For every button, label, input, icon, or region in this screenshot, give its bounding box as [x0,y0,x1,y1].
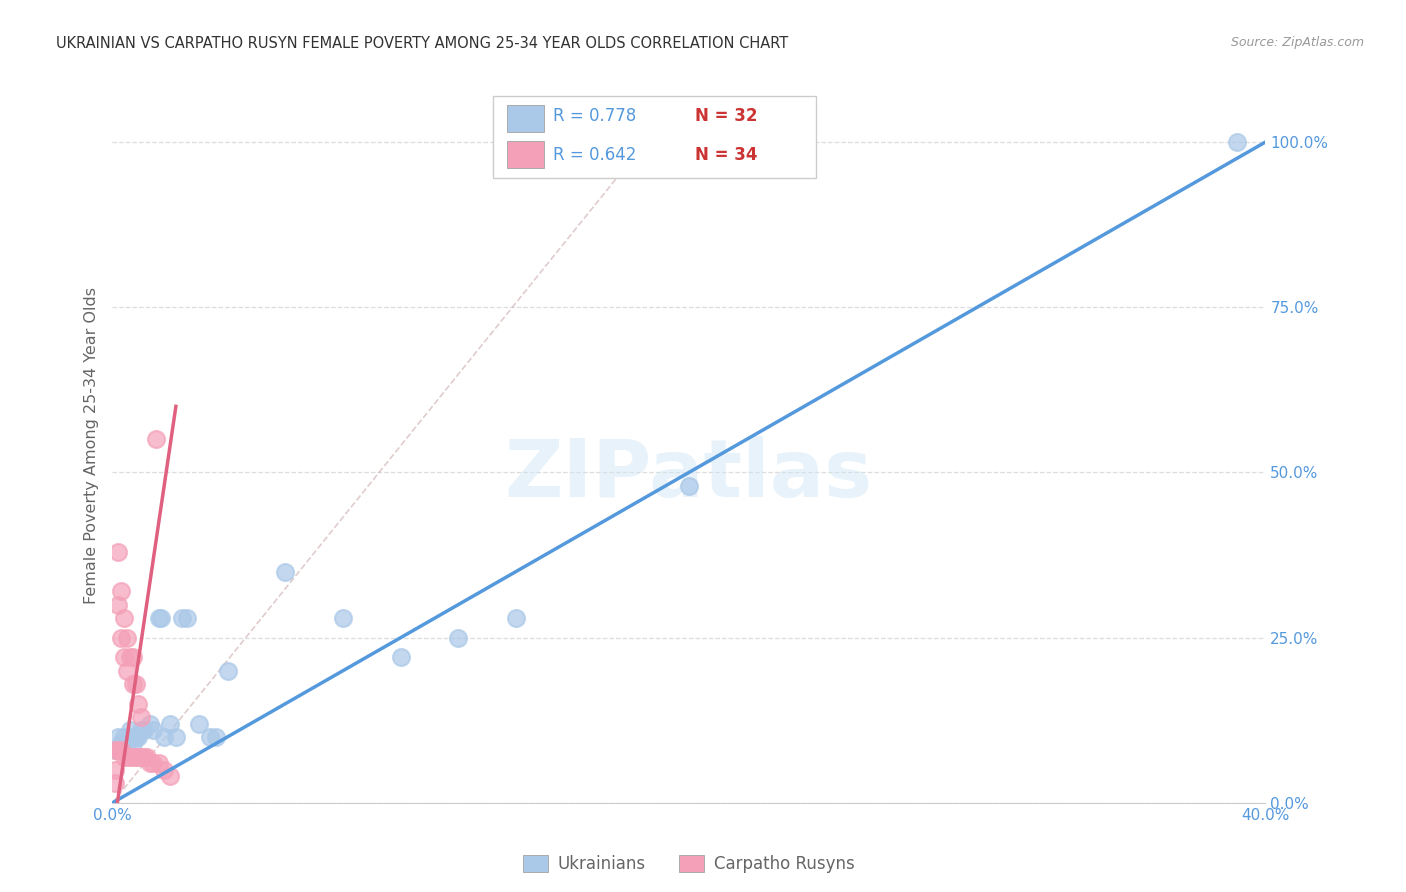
Point [136,749,159,764]
Point [159,769,181,783]
Text: N = 34: N = 34 [695,146,758,164]
Point [127,730,149,744]
Point [165,730,187,744]
Point [139,716,162,731]
Point [205,730,228,744]
Point [170,611,193,625]
Point [118,650,141,665]
Point [112,650,135,665]
Point [115,664,138,678]
Point [110,584,132,599]
Point [118,723,141,738]
Point [139,756,162,771]
Point [118,749,141,764]
Point [110,743,132,757]
Bar [506,141,544,168]
Point [148,611,170,625]
Point [217,664,239,678]
Point [1226,135,1249,149]
Point [110,736,132,750]
Y-axis label: Female Poverty Among 25-34 Year Olds: Female Poverty Among 25-34 Year Olds [83,287,98,605]
Point [176,611,198,625]
Point [447,631,470,645]
Text: R = 0.642: R = 0.642 [553,146,637,164]
Point [145,433,167,447]
Point [153,763,176,777]
Point [115,749,138,764]
Point [389,650,412,665]
Point [150,611,173,625]
Point [112,749,135,764]
Point [107,545,129,559]
Point [112,611,135,625]
Point [127,749,149,764]
Bar [506,105,544,132]
Point [134,723,156,738]
Point [104,743,127,757]
Point [129,723,153,738]
Point [134,749,156,764]
Point [505,611,527,625]
Point [153,730,176,744]
Text: ZIPatlas: ZIPatlas [505,435,873,514]
Text: N = 32: N = 32 [695,107,758,125]
Point [110,631,132,645]
Point [118,730,141,744]
Point [124,749,146,764]
Point [107,730,129,744]
Point [332,611,354,625]
Point [121,677,143,691]
Point [142,723,165,738]
Point [107,743,129,757]
Point [274,565,297,579]
Point [104,776,127,790]
Point [188,716,211,731]
Point [129,710,153,724]
Point [124,677,146,691]
Point [115,631,138,645]
Point [159,716,181,731]
Point [678,478,700,492]
Point [148,756,170,771]
Point [112,730,135,744]
Point [121,650,143,665]
Text: Source: ZipAtlas.com: Source: ZipAtlas.com [1230,36,1364,49]
Legend: Ukrainians, Carpatho Rusyns: Ukrainians, Carpatho Rusyns [516,848,862,880]
Point [129,749,153,764]
Point [121,749,143,764]
Point [127,697,149,711]
Point [104,763,127,777]
Point [142,756,165,771]
FancyBboxPatch shape [494,96,815,178]
Point [115,736,138,750]
Point [104,743,127,757]
Point [107,598,129,612]
Text: R = 0.778: R = 0.778 [553,107,636,125]
Text: UKRAINIAN VS CARPATHO RUSYN FEMALE POVERTY AMONG 25-34 YEAR OLDS CORRELATION CHA: UKRAINIAN VS CARPATHO RUSYN FEMALE POVER… [56,36,789,51]
Point [121,736,143,750]
Point [124,730,146,744]
Point [200,730,222,744]
